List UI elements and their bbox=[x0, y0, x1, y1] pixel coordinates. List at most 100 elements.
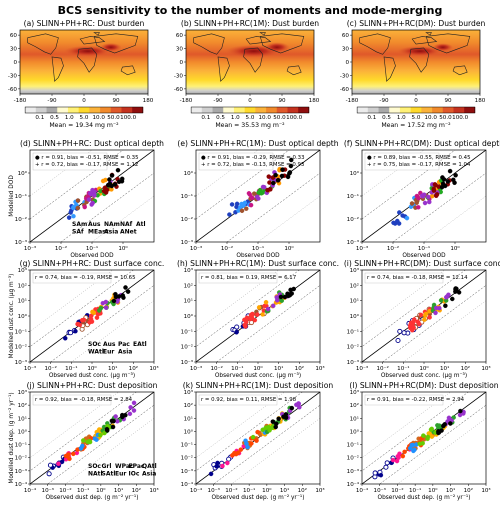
stats-box: ● r = 0.91, bias = -0.29, RMSE = 0.33+ r… bbox=[198, 152, 305, 171]
data-point bbox=[123, 285, 128, 290]
map-ytick-label: 30 bbox=[176, 47, 184, 53]
y-tick-label: 10⁻¹ bbox=[347, 328, 359, 335]
y-tick-label: 10³ bbox=[18, 267, 27, 274]
data-point bbox=[242, 317, 247, 323]
data-point bbox=[448, 421, 453, 426]
map-xtick-label: -180 bbox=[346, 98, 359, 104]
y-tick-label: 10⁰ bbox=[350, 313, 360, 320]
data-point bbox=[273, 424, 278, 430]
data-points bbox=[230, 286, 296, 335]
data-point bbox=[97, 308, 102, 313]
legend-label: EPac bbox=[129, 463, 145, 470]
data-point bbox=[256, 305, 262, 310]
x-tick-label: 10³ bbox=[149, 365, 158, 372]
data-point bbox=[103, 305, 109, 310]
data-point bbox=[422, 317, 427, 322]
data-point bbox=[265, 306, 271, 312]
colorbar-tick-label: 0.5 bbox=[382, 115, 391, 121]
y-tick-label: 10⁰ bbox=[184, 313, 194, 320]
legend-label: NAm bbox=[104, 221, 120, 228]
y-tick-label: 10³ bbox=[184, 267, 193, 274]
colorbar-tick-label: 50.0 bbox=[107, 115, 120, 121]
data-point bbox=[420, 441, 425, 446]
panel-title: (h) SLINN+PH+RC(1M): Dust surface conc. bbox=[177, 259, 339, 268]
map-panel: (c) SLINN+PH+RC(DM): Dust burden 60 30 0 -30… bbox=[340, 19, 486, 129]
data-point bbox=[409, 442, 415, 448]
data-point bbox=[234, 324, 240, 330]
map-xtick-label: -180 bbox=[14, 98, 27, 104]
data-point bbox=[242, 200, 248, 206]
coastline bbox=[286, 65, 302, 76]
x-tick-label: 10⁰ bbox=[118, 245, 128, 252]
colorbar-tick-label: 5.0 bbox=[80, 115, 89, 121]
y-tick-label: 10⁻³ bbox=[347, 239, 359, 246]
map-xtick-label: 90 bbox=[112, 98, 120, 104]
colorbar-frame bbox=[190, 106, 310, 114]
y-axis-label: Modelled DOD bbox=[9, 175, 15, 217]
data-point bbox=[229, 202, 235, 207]
colorbar-swatch bbox=[212, 107, 224, 113]
data-point bbox=[383, 464, 389, 470]
data-point bbox=[259, 191, 264, 196]
stats-text: + r = 0.72, bias = -0.13, RMSE = 0.93 bbox=[201, 162, 304, 168]
dust-hotspot-sahara bbox=[63, 45, 112, 57]
x-tick-label: 10⁻⁴ bbox=[190, 487, 203, 494]
data-point bbox=[411, 325, 416, 330]
data-point bbox=[238, 447, 244, 452]
data-point bbox=[78, 446, 84, 451]
coastline bbox=[120, 65, 136, 76]
map-ytick-label: -60 bbox=[174, 87, 184, 93]
y-tick-label: 10⁻⁴ bbox=[15, 481, 28, 488]
plot-frame bbox=[29, 391, 155, 485]
data-point bbox=[445, 179, 451, 184]
y-tick-label: 10⁰ bbox=[350, 428, 360, 435]
data-point bbox=[436, 430, 441, 436]
colorbar-tick-label: 5.0 bbox=[246, 115, 255, 121]
x-tick-label: 10⁰ bbox=[262, 487, 272, 494]
panel-title: (j) SLINN+PH+RC: Dust deposition bbox=[27, 381, 158, 390]
data-point bbox=[461, 411, 466, 416]
data-point bbox=[131, 400, 137, 406]
colorbar-swatch bbox=[378, 107, 390, 113]
data-point bbox=[113, 414, 118, 419]
coastline bbox=[93, 33, 139, 54]
data-point bbox=[104, 426, 110, 432]
map-ytick-label: -30 bbox=[8, 73, 18, 79]
colorbar-swatch bbox=[46, 107, 58, 113]
data-point bbox=[46, 471, 52, 477]
map-background bbox=[352, 30, 480, 94]
data-point bbox=[128, 405, 133, 410]
y-axis-label: Modelled dust dep. (g m⁻² yr⁻¹) bbox=[8, 392, 15, 483]
map-xtick-label: 90 bbox=[444, 98, 452, 104]
colorbar-tick-label: 0.1 bbox=[201, 115, 210, 121]
data-point bbox=[453, 286, 458, 291]
data-point bbox=[100, 300, 106, 306]
stats-frame bbox=[198, 152, 274, 171]
data-point bbox=[75, 205, 81, 211]
map-ytick-label: 0 bbox=[345, 60, 349, 66]
data-point bbox=[75, 198, 81, 203]
colorbar-tick-label: 10.0 bbox=[92, 115, 105, 121]
data-point bbox=[109, 173, 115, 178]
data-point bbox=[391, 220, 396, 226]
data-points bbox=[208, 401, 302, 477]
colorbar-frame bbox=[24, 106, 144, 114]
coastline bbox=[193, 33, 225, 55]
y-tick-label: 10² bbox=[184, 282, 193, 289]
legend-label: ANet bbox=[120, 229, 137, 236]
coastline bbox=[51, 56, 64, 82]
colorbar-swatch bbox=[121, 107, 133, 113]
coastline bbox=[411, 36, 438, 45]
x-tick-label: 10⁻² bbox=[221, 245, 233, 252]
legend-label: Eur bbox=[103, 349, 114, 356]
map-title: (c) SLINN+PH+RC(DM): Dust burden bbox=[347, 19, 486, 28]
scatter-panel: (g) SLINN+PH+RC: Dust surface conc.10⁻³ 1… bbox=[8, 259, 164, 379]
data-point bbox=[431, 188, 437, 193]
x-tick-label: 10³ bbox=[149, 487, 158, 494]
data-point bbox=[411, 319, 416, 325]
colorbar-swatch bbox=[464, 107, 476, 113]
plot-frame bbox=[361, 391, 487, 485]
map-ytick-label: -30 bbox=[174, 73, 184, 79]
legend-label: Aus bbox=[103, 341, 116, 348]
